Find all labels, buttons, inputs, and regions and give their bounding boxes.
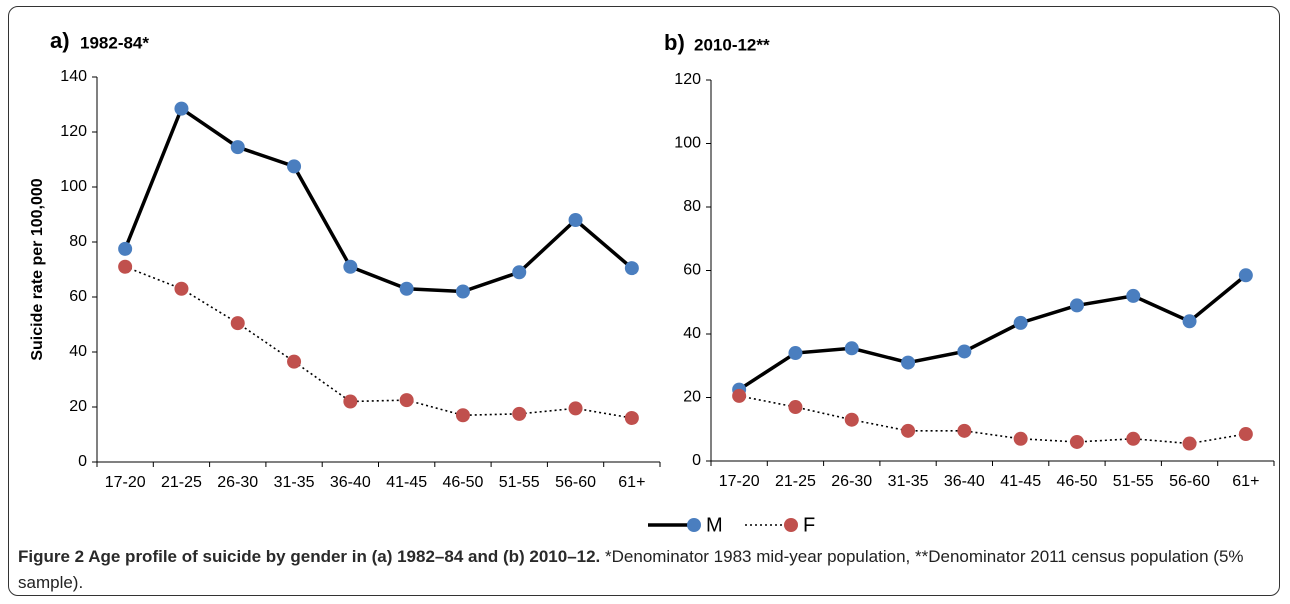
data-point	[568, 401, 583, 416]
y-tick-label: 120	[60, 123, 87, 140]
data-point	[512, 406, 527, 421]
data-point	[118, 241, 133, 256]
x-tick-label: 56-60	[1169, 473, 1210, 490]
data-point	[1238, 427, 1253, 442]
x-tick-label: 46-50	[1056, 473, 1097, 490]
data-point	[844, 412, 859, 427]
series-line	[738, 273, 1247, 392]
data-point	[624, 261, 639, 276]
series-line	[738, 395, 1246, 445]
data-point	[399, 281, 414, 296]
chart-title: 1982-84*	[80, 33, 149, 52]
x-tick-label: 41-45	[1000, 473, 1041, 490]
data-point	[788, 400, 803, 415]
x-tick-label: 26-30	[831, 473, 872, 490]
data-point	[957, 423, 972, 438]
data-point	[901, 423, 916, 438]
y-tick-label: 20	[69, 398, 87, 415]
data-point	[788, 346, 803, 361]
data-point	[512, 265, 527, 280]
data-point	[1126, 431, 1141, 446]
data-point	[230, 316, 245, 331]
data-point	[174, 101, 189, 116]
data-point	[732, 388, 747, 403]
x-tick-label: 41-45	[386, 474, 427, 491]
data-point	[1013, 431, 1028, 446]
y-tick-label: 40	[69, 343, 87, 360]
x-tick-label: 17-20	[105, 474, 146, 491]
data-point	[1013, 315, 1028, 330]
x-tick-label: 46-50	[442, 474, 483, 491]
data-point	[1182, 436, 1197, 451]
y-tick-label: 60	[683, 262, 701, 279]
y-tick-label: 100	[60, 178, 87, 195]
x-tick-label: 31-35	[274, 474, 315, 491]
x-tick-label: 61+	[1232, 473, 1259, 490]
y-tick-label: 140	[60, 68, 87, 85]
data-point	[343, 259, 358, 274]
legend-marker	[687, 518, 701, 532]
data-point	[343, 394, 358, 409]
x-tick-label: 51-55	[1113, 473, 1154, 490]
data-point	[455, 408, 470, 423]
data-point	[901, 355, 916, 370]
series-line	[124, 266, 632, 419]
x-tick-label: 21-25	[775, 473, 816, 490]
y-tick-label: 40	[683, 325, 701, 342]
caption: Figure 2 Age profile of suicide by gende…	[18, 544, 1268, 596]
x-tick-label: 61+	[618, 474, 645, 491]
y-axis-label: Suicide rate per 100,000	[29, 178, 46, 360]
x-tick-label: 56-60	[555, 474, 596, 491]
data-point	[624, 411, 639, 425]
panel-label: b)	[664, 30, 685, 55]
data-point	[287, 354, 302, 369]
data-point	[287, 159, 302, 174]
legend-marker	[784, 518, 798, 532]
data-point	[957, 344, 972, 359]
data-point	[844, 341, 859, 356]
panel-label: a)	[50, 28, 70, 53]
legend-label: M	[706, 514, 723, 536]
chart-title: 2010-12**	[694, 35, 770, 54]
legend-label: F	[803, 514, 815, 536]
y-tick-label: 20	[683, 389, 701, 406]
x-tick-label: 51-55	[499, 474, 540, 491]
data-point	[230, 140, 245, 155]
y-tick-label: 0	[78, 453, 87, 470]
series-line	[123, 105, 633, 294]
y-tick-label: 60	[69, 288, 87, 305]
data-point	[1069, 434, 1084, 449]
y-tick-label: 120	[674, 71, 701, 88]
y-tick-label: 80	[69, 233, 87, 250]
y-tick-label: 100	[674, 135, 701, 152]
data-point	[568, 213, 583, 227]
caption-bold: Figure 2 Age profile of suicide by gende…	[18, 547, 601, 566]
x-tick-label: 17-20	[719, 473, 760, 490]
data-point	[1182, 314, 1197, 329]
x-tick-label: 36-40	[944, 473, 985, 490]
y-tick-label: 80	[683, 198, 701, 215]
data-point	[1126, 288, 1141, 303]
data-point	[455, 284, 470, 299]
data-point	[399, 393, 414, 408]
x-tick-label: 26-30	[217, 474, 258, 491]
frame	[8, 6, 1280, 596]
x-tick-label: 21-25	[161, 474, 202, 491]
data-point	[118, 259, 133, 274]
y-tick-label: 0	[692, 452, 701, 469]
x-tick-label: 36-40	[330, 474, 371, 491]
caption-text: *Denominator 1983 mid-year population, *…	[18, 547, 1244, 592]
x-tick-label: 31-35	[888, 473, 929, 490]
data-point	[174, 281, 189, 296]
data-point	[1238, 268, 1253, 283]
data-point	[1069, 298, 1084, 313]
